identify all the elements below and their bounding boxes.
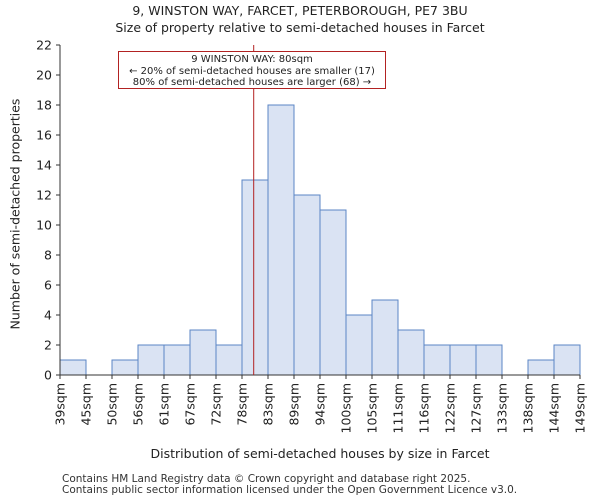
annotation-box: 9 WINSTON WAY: 80sqm ← 20% of semi-detac… <box>118 51 386 89</box>
x-tick-label-144sqm: 144sqm <box>547 383 562 433</box>
x-tick-label-133sqm: 133sqm <box>495 383 510 433</box>
y-tick-label-12: 12 <box>36 188 52 203</box>
footer-line-1: Contains HM Land Registry data © Crown c… <box>62 473 471 485</box>
bar-122sqm <box>449 344 477 376</box>
y-axis-label: Number of semi-detached properties <box>7 98 23 330</box>
bar-138sqm <box>527 359 555 376</box>
x-tick-label-149sqm: 149sqm <box>573 383 588 433</box>
x-tick-label-72sqm: 72sqm <box>209 383 224 426</box>
y-tick-label-22: 22 <box>36 38 52 53</box>
y-tick-label-8: 8 <box>44 248 52 263</box>
y-tick-label-14: 14 <box>36 158 52 173</box>
bar-72sqm <box>215 344 243 376</box>
x-axis-label: Distribution of semi-detached houses by … <box>150 446 490 461</box>
bar-89sqm <box>293 194 321 376</box>
bar-83sqm <box>267 104 295 376</box>
y-tick-label-18: 18 <box>36 98 52 113</box>
y-tick-label-2: 2 <box>44 338 52 353</box>
x-tick-label-56sqm: 56sqm <box>131 383 146 426</box>
x-tick-label-105sqm: 105sqm <box>365 383 380 433</box>
bar-111sqm <box>397 329 425 376</box>
chart-subtitle: Size of property relative to semi-detach… <box>115 20 485 35</box>
y-tick-label-0: 0 <box>44 368 52 383</box>
x-tick-label-127sqm: 127sqm <box>469 383 484 433</box>
bar-116sqm <box>423 344 451 376</box>
bar-144sqm <box>553 344 581 376</box>
y-tick-label-10: 10 <box>36 218 52 233</box>
x-tick-label-83sqm: 83sqm <box>261 383 276 426</box>
x-tick-label-94sqm: 94sqm <box>313 383 328 426</box>
bar-61sqm <box>163 344 191 376</box>
bar-78sqm <box>241 179 269 376</box>
x-tick-label-138sqm: 138sqm <box>521 383 536 433</box>
x-tick-label-61sqm: 61sqm <box>157 383 172 426</box>
bar-100sqm <box>345 314 373 376</box>
y-tick-label-20: 20 <box>36 68 52 83</box>
x-tick-label-111sqm: 111sqm <box>391 383 406 433</box>
annotation-line-3: 80% of semi-detached houses are larger (… <box>132 77 372 88</box>
x-tick-label-100sqm: 100sqm <box>339 383 354 433</box>
y-tick-label-6: 6 <box>44 278 52 293</box>
bar-39sqm <box>59 359 87 376</box>
bar-105sqm <box>371 299 399 376</box>
bar-50sqm <box>111 359 139 376</box>
x-tick-label-39sqm: 39sqm <box>53 383 68 426</box>
footer-line-2: Contains public sector information licen… <box>62 484 518 496</box>
annotation-line-2: ← 20% of semi-detached houses are smalle… <box>129 65 375 77</box>
y-tick-label-4: 4 <box>44 308 52 323</box>
x-tick-label-116sqm: 116sqm <box>417 383 432 433</box>
bar-94sqm <box>319 209 347 376</box>
bar-127sqm <box>475 344 503 376</box>
y-tick-label-16: 16 <box>36 128 52 143</box>
x-tick-label-122sqm: 122sqm <box>443 383 458 433</box>
annotation-line-1: 9 WINSTON WAY: 80sqm <box>191 54 313 65</box>
x-tick-label-50sqm: 50sqm <box>105 383 120 426</box>
x-tick-label-45sqm: 45sqm <box>79 383 94 426</box>
bar-67sqm <box>189 329 217 376</box>
chart-title: 9, WINSTON WAY, FARCET, PETERBOROUGH, PE… <box>132 3 468 18</box>
x-tick-label-67sqm: 67sqm <box>183 383 198 426</box>
x-tick-label-89sqm: 89sqm <box>287 383 302 426</box>
x-tick-label-78sqm: 78sqm <box>235 383 250 426</box>
bar-56sqm <box>137 344 165 376</box>
